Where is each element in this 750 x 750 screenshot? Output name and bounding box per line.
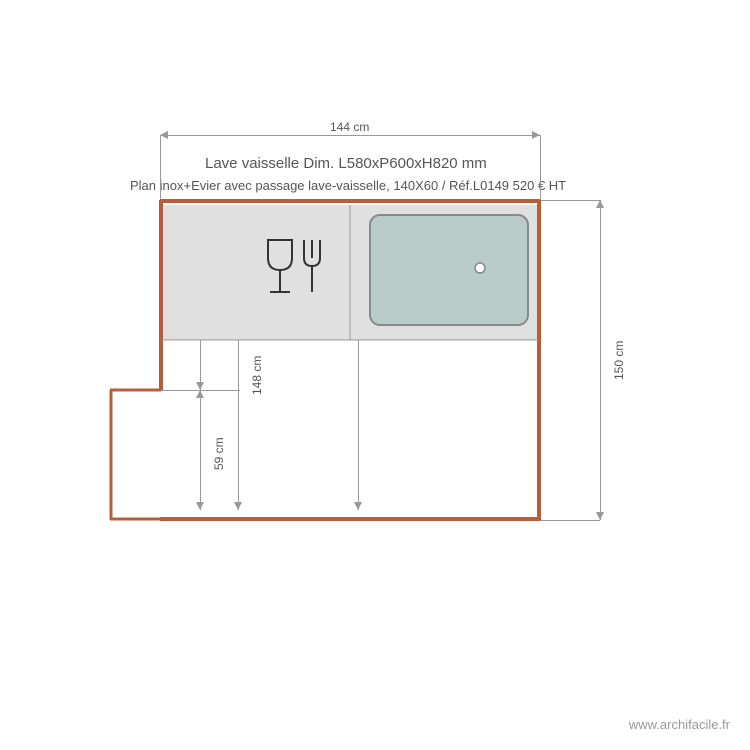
sink-basin [370, 215, 528, 325]
plan-svg [0, 0, 750, 750]
sink-drain-icon [475, 263, 485, 273]
watermark-link[interactable]: www.archifacile.fr [629, 717, 730, 732]
floorplan-canvas: Lave vaisselle Dim. L580xP600xH820 mm Pl… [0, 0, 750, 750]
